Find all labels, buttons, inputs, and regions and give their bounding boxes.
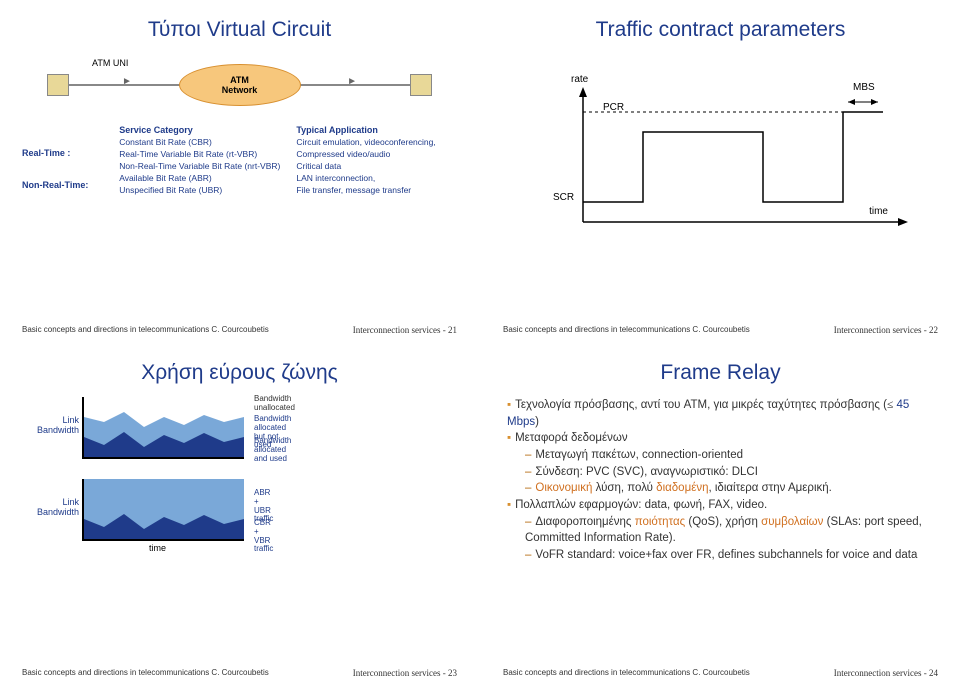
rate-step-chart: rate PCR SCR MBS time: [543, 72, 898, 222]
slide-footer: Basic concepts and directions in telecom…: [22, 325, 457, 335]
footer-left: Basic concepts and directions in telecom…: [22, 668, 269, 678]
vc-table-wrapper: Real-Time : Non-Real-Time: Service Categ…: [22, 124, 457, 196]
slide-traffic-contract: Traffic contract parameters rate PCR SCR…: [481, 0, 960, 341]
link-bw-label: Link Bandwidth: [29, 415, 79, 435]
list-sub-item: –Σύνδεση: PVC (SVC), αναγνωριστικό: DLCI: [507, 464, 938, 481]
list-item: ▪Τεχνολογία πρόσβασης, αντί του ATM, για…: [507, 397, 938, 430]
footer-page: Interconnection services - 21: [353, 325, 457, 335]
table-header: Service Category: [111, 124, 288, 136]
list-sub-item: –Οικονομική λύση, πολύ διαδομένη, ιδιαίτ…: [507, 480, 938, 497]
scr-label: SCR: [553, 192, 574, 203]
arrow-icon: ►: [122, 76, 132, 87]
list-sub-item: –VoFR standard: voice+fax over FR, defin…: [507, 547, 938, 564]
atm-diagram: ► ► ATM Network ATM UNI: [42, 54, 437, 114]
nonrealtime-label: Non-Real-Time:: [22, 180, 92, 190]
list-sub-item: –Μεταγωγή πακέτων, connection-oriented: [507, 447, 938, 464]
host-right: [410, 74, 432, 96]
service-category-table: Service CategoryTypical Application Cons…: [111, 124, 443, 196]
host-left: [47, 74, 69, 96]
atm-cloud: ATM Network: [179, 64, 301, 106]
atm-uni-label: ATM UNI: [92, 58, 128, 68]
legend-cbr-vbr: CBR + VBR traffic: [254, 519, 273, 554]
legend-unalloc: Bandwidth unallocated: [254, 395, 295, 413]
time-label: time: [869, 206, 888, 217]
table-row: Non-Real-Time Variable Bit Rate (nrt-VBR…: [111, 160, 443, 172]
legend-alloc-used: Bandwidth allocated and used: [254, 436, 291, 463]
slide-footer: Basic concepts and directions in telecom…: [503, 668, 938, 678]
table-header: Typical Application: [288, 124, 443, 136]
table-row: Constant Bit Rate (CBR)Circuit emulation…: [111, 136, 443, 148]
table-row: Unspecified Bit Rate (UBR)File transfer,…: [111, 184, 443, 196]
frame-relay-list: ▪Τεχνολογία πρόσβασης, αντί του ATM, για…: [503, 397, 938, 564]
slide-title: Traffic contract parameters: [503, 18, 938, 42]
table-row: Real-Time Variable Bit Rate (rt-VBR)Comp…: [111, 148, 443, 160]
list-sub-item: –Διαφοροποιημένης ποιότητας (QoS), χρήση…: [507, 514, 938, 547]
rate-label: rate: [571, 74, 588, 85]
slide-title: Frame Relay: [503, 361, 938, 385]
slide-title: Χρήση εύρους ζώνης: [22, 361, 457, 385]
mbs-label: MBS: [853, 82, 875, 93]
table-row: Available Bit Rate (ABR)LAN interconnect…: [111, 172, 443, 184]
bw-bottom-svg: [84, 479, 244, 539]
bullet-icon: ▪: [507, 499, 511, 511]
footer-left: Basic concepts and directions in telecom…: [503, 325, 750, 335]
slide-footer: Basic concepts and directions in telecom…: [503, 325, 938, 335]
footer-page: Interconnection services - 22: [834, 325, 938, 335]
slide-frame-relay: Frame Relay ▪Τεχνολογία πρόσβασης, αντί …: [481, 343, 960, 684]
bw-top-svg: [84, 397, 244, 457]
footer-left: Basic concepts and directions in telecom…: [503, 668, 750, 678]
slide-title: Τύποι Virtual Circuit: [22, 18, 457, 42]
footer-left: Basic concepts and directions in telecom…: [22, 325, 269, 335]
bullet-icon: ▪: [507, 432, 511, 444]
footer-page: Interconnection services - 23: [353, 668, 457, 678]
bullet-icon: ▪: [507, 399, 511, 411]
bandwidth-charts: Link Bandwidth Bandwidth unallocated Ban…: [82, 397, 457, 541]
footer-page: Interconnection services - 24: [834, 668, 938, 678]
bw-chart-top: Link Bandwidth Bandwidth unallocated Ban…: [82, 397, 244, 459]
arrow-icon: ►: [347, 76, 357, 87]
bw-chart-bottom: Link Bandwidth ABR + UBR traffic CBR + V…: [82, 479, 244, 541]
list-item: ▪Πολλαπλών εφαρμογών: data, φωνή, FAX, v…: [507, 497, 938, 514]
pcr-label: PCR: [603, 102, 624, 113]
slide-bandwidth-usage: Χρήση εύρους ζώνης Link Bandwidth Bandwi…: [0, 343, 479, 684]
slide-footer: Basic concepts and directions in telecom…: [22, 668, 457, 678]
line-right: [287, 84, 427, 86]
list-item: ▪Μεταφορά δεδομένων: [507, 430, 938, 447]
rate-chart-svg: [543, 72, 923, 242]
link-bw-label: Link Bandwidth: [29, 497, 79, 517]
time-axis-label: time: [149, 543, 166, 553]
slide-virtual-circuit: Τύποι Virtual Circuit ► ► ATM Network AT…: [0, 0, 479, 341]
realtime-label: Real-Time :: [22, 148, 92, 158]
